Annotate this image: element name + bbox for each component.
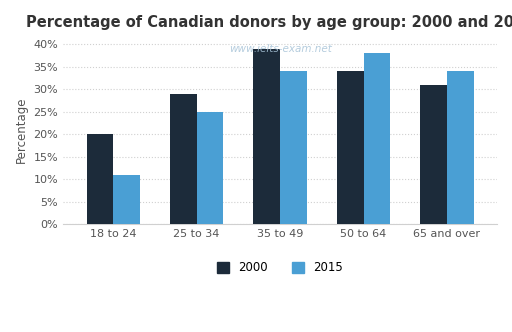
Bar (253, 49, 280, 224)
Bar (280, 71, 307, 224)
Bar (87, 134, 113, 224)
Bar (447, 71, 474, 224)
Y-axis label: Percentage: Percentage (15, 97, 28, 163)
Title: Percentage of Canadian donors by age group: 2000 and 2015: Percentage of Canadian donors by age gro… (26, 15, 512, 30)
Bar (197, 112, 223, 224)
Text: www.ielts-exam.net: www.ielts-exam.net (229, 43, 332, 53)
Bar (337, 71, 364, 224)
Bar (420, 85, 447, 224)
Bar (170, 94, 197, 224)
Bar (113, 175, 140, 224)
Bar (364, 53, 390, 224)
Legend: 2000, 2015: 2000, 2015 (212, 257, 348, 279)
